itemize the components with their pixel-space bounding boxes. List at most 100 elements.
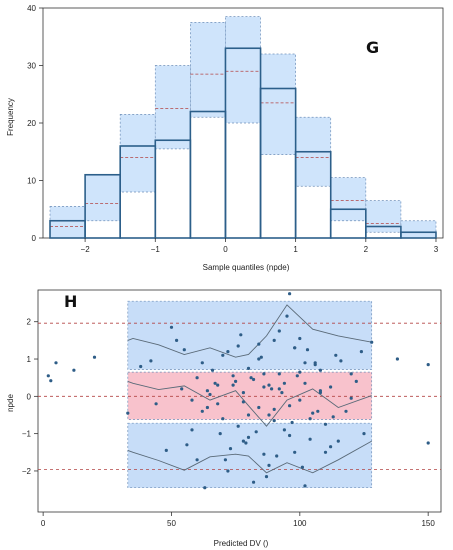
y-tick-label: 0 <box>32 234 37 243</box>
y-tick-label: 10 <box>27 177 36 186</box>
data-point <box>257 357 261 361</box>
histogram-x-axis-title: Sample quantiles (npde) <box>203 263 290 272</box>
histogram-panel-letter: G <box>366 38 379 57</box>
data-point <box>195 376 199 380</box>
histogram-y-axis: 0 10 20 30 40 <box>27 4 43 243</box>
data-point <box>226 350 230 354</box>
data-point <box>164 448 168 452</box>
data-point <box>272 407 276 411</box>
scatter-y-axis: −2 −1 0 1 2 <box>22 318 38 476</box>
data-point <box>231 374 235 378</box>
data-point <box>267 413 271 417</box>
data-point <box>203 486 207 490</box>
histogram-panel: 0 10 20 30 40 −2 −1 0 1 2 3 G Sample quantiles (n… <box>6 4 444 272</box>
data-point <box>244 441 248 445</box>
x-tick-label: 150 <box>421 519 435 528</box>
data-point <box>218 432 222 436</box>
x-tick-label: −2 <box>81 245 91 254</box>
data-point <box>354 379 358 383</box>
data-point <box>288 292 292 296</box>
data-point <box>54 361 58 365</box>
data-point <box>275 454 279 458</box>
data-point <box>249 376 253 380</box>
observed-bar <box>294 150 332 239</box>
data-point <box>426 441 430 445</box>
data-point <box>290 420 294 425</box>
data-point <box>288 404 292 408</box>
prediction-band <box>330 177 367 222</box>
data-point <box>49 379 53 383</box>
data-point <box>267 463 271 467</box>
data-point <box>277 387 281 391</box>
data-point <box>208 392 212 397</box>
data-point <box>298 370 302 374</box>
data-point <box>339 359 343 363</box>
data-point <box>336 439 340 443</box>
band-median-line <box>127 380 372 427</box>
data-point <box>300 465 304 469</box>
data-point <box>323 450 328 454</box>
data-point <box>216 402 220 406</box>
data-point <box>308 437 312 441</box>
data-point <box>426 363 430 367</box>
observed-bar <box>329 208 367 239</box>
y-tick-label: −2 <box>22 467 32 476</box>
y-tick-label: 1 <box>27 355 32 364</box>
prediction-band <box>225 16 261 124</box>
scatter-y-axis-title: npde <box>6 394 15 412</box>
x-tick-label: 0 <box>41 519 46 528</box>
data-point <box>236 424 240 428</box>
data-point <box>223 458 227 462</box>
observed-bar <box>400 231 437 239</box>
band-median-line <box>127 440 372 474</box>
data-point <box>190 428 194 432</box>
y-tick-label: 40 <box>27 4 36 13</box>
data-point <box>303 361 307 365</box>
data-point <box>210 368 215 372</box>
data-point <box>277 329 281 333</box>
prediction-interval-band <box>127 422 373 489</box>
data-point <box>303 381 307 385</box>
data-point <box>318 389 322 393</box>
data-point <box>288 433 292 438</box>
data-point <box>280 391 284 395</box>
data-point <box>298 336 302 341</box>
data-point <box>190 398 194 402</box>
scatter-plot-area <box>37 289 442 513</box>
prediction-band <box>400 220 437 239</box>
data-point <box>362 432 366 436</box>
data-point <box>316 409 320 413</box>
data-point <box>221 417 225 421</box>
data-point <box>349 396 353 400</box>
data-point <box>303 484 307 488</box>
data-point <box>246 366 251 370</box>
prediction-band <box>119 114 156 193</box>
data-point <box>334 353 338 357</box>
prediction-band <box>365 200 402 233</box>
prediction-band <box>190 22 226 118</box>
data-point <box>175 338 179 342</box>
data-point <box>272 419 276 423</box>
data-point <box>305 348 310 352</box>
scatter-x-axis-title: Predicted DV () <box>214 539 269 548</box>
data-point <box>195 458 199 462</box>
scatter-plot-frame <box>37 289 442 513</box>
data-point <box>182 348 186 352</box>
data-point <box>272 338 276 342</box>
data-point <box>236 344 240 348</box>
data-point <box>254 430 258 434</box>
x-tick-label: 0 <box>223 245 228 254</box>
data-point <box>180 387 184 391</box>
data-point <box>72 368 76 372</box>
data-point <box>92 355 97 359</box>
data-point <box>169 325 174 329</box>
x-tick-label: −1 <box>151 245 161 254</box>
data-point <box>252 480 256 484</box>
data-point <box>298 398 302 402</box>
data-point <box>205 389 209 393</box>
data-point <box>46 374 50 378</box>
data-point <box>257 342 261 346</box>
data-point <box>282 381 286 385</box>
data-point <box>313 363 317 367</box>
x-tick-label: 50 <box>167 519 176 528</box>
